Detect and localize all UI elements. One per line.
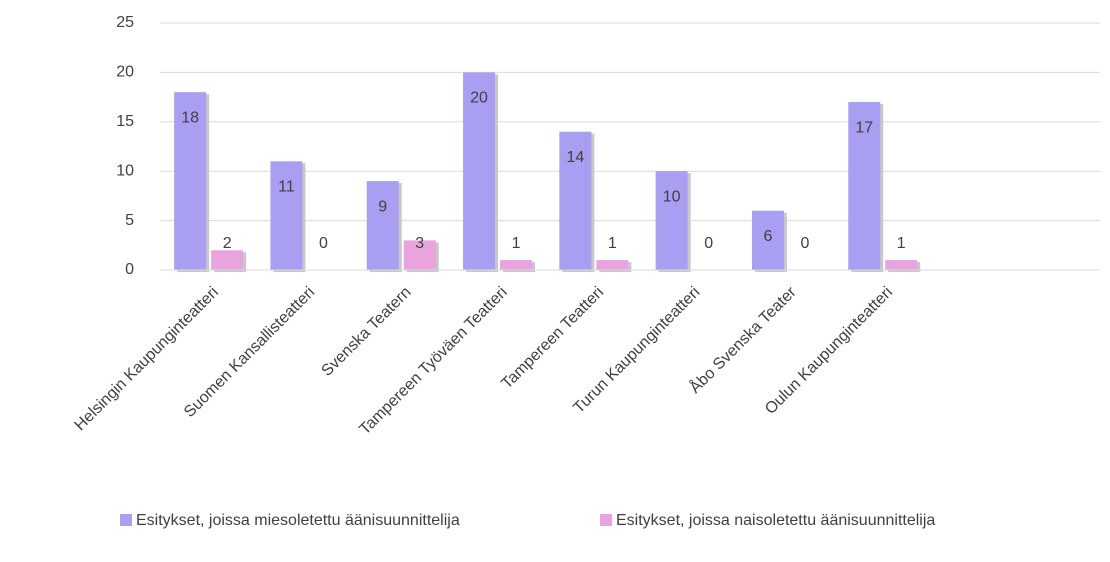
y-tick-label: 25	[116, 14, 134, 31]
data-label: 14	[566, 149, 584, 166]
bar	[559, 131, 592, 270]
data-label: 11	[278, 179, 295, 196]
bar	[174, 92, 207, 270]
legend-swatch	[120, 514, 132, 526]
data-label: 9	[378, 198, 387, 215]
data-label: 0	[704, 235, 713, 252]
bar	[848, 102, 881, 270]
bar	[751, 210, 784, 270]
data-label: 1	[897, 235, 906, 252]
legend-label: Esitykset, joissa naisoletettu äänisuunn…	[616, 512, 935, 529]
y-tick-label: 10	[116, 162, 134, 179]
bar	[655, 171, 688, 270]
data-label: 0	[800, 235, 809, 252]
data-label: 0	[319, 235, 328, 252]
bar	[270, 161, 303, 270]
legend-label: Esitykset, joissa miesoletettu äänisuunn…	[136, 512, 460, 529]
data-label: 20	[470, 90, 488, 107]
y-tick-label: 20	[116, 64, 134, 81]
bar	[500, 260, 533, 270]
data-label: 1	[608, 235, 617, 252]
bar	[885, 260, 918, 270]
bar	[211, 250, 244, 270]
y-tick-label: 15	[116, 113, 134, 130]
data-label: 10	[663, 188, 681, 205]
y-tick-label: 0	[125, 261, 134, 278]
data-label: 17	[855, 119, 873, 136]
data-label: 18	[181, 109, 199, 126]
data-label: 3	[415, 235, 424, 252]
y-tick-label: 5	[125, 212, 134, 229]
bar	[463, 72, 496, 271]
bar	[403, 240, 436, 270]
x-tick-label: Svenska Teatern	[318, 284, 414, 380]
legend-swatch	[600, 514, 612, 526]
bar	[366, 181, 399, 270]
data-label: 6	[763, 228, 772, 245]
x-tick-label: Tampereen Teatteri	[498, 284, 607, 393]
data-label: 1	[512, 235, 521, 252]
bar	[596, 260, 629, 270]
data-label: 2	[223, 235, 232, 252]
x-tick-label: Åbo Svenska Teater	[685, 282, 800, 397]
